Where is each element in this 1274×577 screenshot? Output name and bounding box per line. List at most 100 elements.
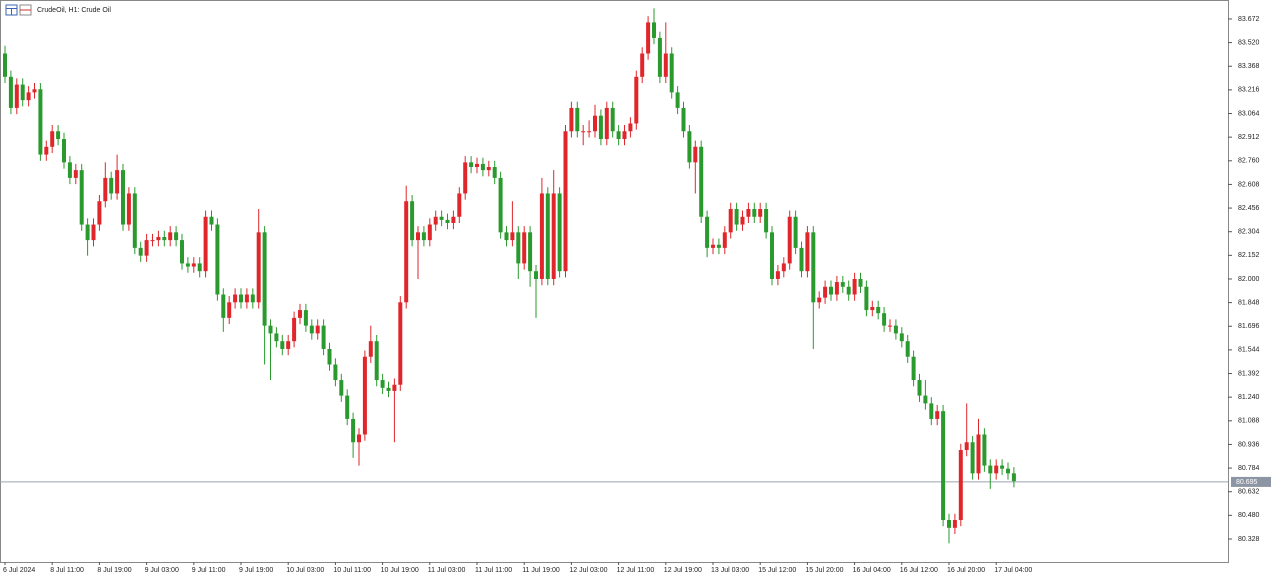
y-tick-label: 81.848 [1238, 299, 1260, 306]
candle-body [610, 107, 615, 132]
candle-body [239, 294, 243, 303]
candle-body [569, 107, 574, 132]
candle-body [463, 162, 468, 194]
candle-body [62, 139, 66, 163]
candle-body [144, 240, 149, 256]
candle-body [38, 89, 43, 155]
candle-body [752, 209, 757, 217]
candle-body [8, 76, 13, 108]
candle-body [516, 232, 521, 264]
y-tick-label: 82.304 [1238, 229, 1260, 236]
current-price-label: 80.695 [1236, 479, 1258, 486]
candle-body [740, 216, 745, 225]
candle-body [734, 209, 739, 225]
y-tick-label: 81.544 [1238, 347, 1260, 354]
candle-body [628, 123, 633, 132]
x-tick-label: 9 Jul 11:00 [192, 567, 226, 574]
candle-body [640, 53, 645, 77]
candle-body [587, 131, 592, 133]
candle-body [150, 240, 155, 242]
y-tick-label: 82.760 [1238, 158, 1260, 165]
candle-body [1000, 465, 1005, 469]
candle-body [427, 224, 432, 241]
candle-body [711, 244, 715, 248]
candle-body [185, 263, 190, 267]
candle-body [528, 232, 533, 272]
y-tick-label: 83.672 [1238, 16, 1260, 23]
candle-body [303, 310, 308, 326]
candle-body [351, 418, 356, 443]
y-tick-label: 80.480 [1238, 512, 1260, 519]
x-tick-label: 13 Jul 03:00 [711, 567, 749, 574]
candle-body [126, 193, 131, 225]
candle-body [368, 341, 373, 357]
candle-body [746, 209, 751, 217]
candle-body [138, 247, 143, 256]
y-tick-label: 83.216 [1238, 87, 1260, 94]
candle-body [20, 84, 25, 101]
candle-body [622, 131, 627, 140]
candle-body [339, 380, 344, 396]
candle-body [693, 146, 698, 163]
y-tick-label: 80.936 [1238, 441, 1260, 448]
candle-body [864, 286, 869, 311]
y-tick-label: 80.784 [1238, 465, 1260, 472]
candle-body [121, 170, 125, 225]
candle-body [233, 294, 238, 303]
candle-body [410, 201, 415, 241]
chart-icon [5, 4, 32, 16]
candle-body [811, 232, 816, 303]
candle-body [870, 306, 875, 311]
candle-body [669, 53, 674, 93]
candle-body [221, 294, 226, 318]
candle-body [504, 232, 509, 241]
x-tick-label: 11 Jul 19:00 [522, 567, 560, 574]
candle-body [32, 89, 37, 93]
candle-body [941, 411, 946, 521]
candle-body [256, 232, 261, 303]
candle-body [899, 333, 904, 342]
candle-body [675, 92, 680, 108]
candle-body [439, 216, 444, 220]
candle-body [292, 317, 297, 342]
candle-body [923, 395, 928, 404]
candle-body [209, 216, 214, 225]
candle-body [510, 232, 515, 241]
candle-body [227, 302, 232, 318]
x-tick-label: 10 Jul 11:00 [333, 567, 371, 574]
candle-body [817, 297, 822, 303]
candle-body [67, 162, 72, 178]
x-tick-label: 16 Jul 20:00 [947, 567, 985, 574]
candle-body [958, 450, 963, 521]
candle-body [799, 247, 804, 272]
candle-body [44, 146, 49, 155]
y-tick-label: 82.152 [1238, 252, 1260, 259]
candle-body [85, 224, 90, 241]
candle-body [705, 216, 710, 248]
x-tick-label: 15 Jul 20:00 [805, 567, 843, 574]
candle-body [805, 232, 810, 272]
x-tick-label: 8 Jul 11:00 [50, 567, 84, 574]
candle-body [793, 216, 798, 248]
candle-body [168, 232, 173, 241]
x-tick-label: 12 Jul 19:00 [664, 567, 702, 574]
candle-body [1011, 473, 1016, 482]
candle-body [498, 177, 503, 233]
candle-body [834, 282, 839, 295]
candle-body [244, 294, 249, 303]
candle-body [333, 364, 338, 381]
candle-body [315, 325, 320, 334]
candle-body [657, 37, 662, 77]
candle-body [563, 131, 568, 272]
x-tick-label: 17 Jul 04:00 [994, 567, 1032, 574]
x-tick-label: 10 Jul 19:00 [381, 567, 419, 574]
candle-body [309, 325, 314, 334]
candle-body [3, 53, 7, 77]
candle-body [551, 193, 556, 279]
candle-body [445, 219, 450, 223]
y-tick-label: 80.632 [1238, 489, 1260, 496]
candle-body [764, 209, 769, 233]
candle-body [174, 232, 179, 241]
candle-body [250, 294, 255, 303]
candle-body [1006, 468, 1010, 474]
